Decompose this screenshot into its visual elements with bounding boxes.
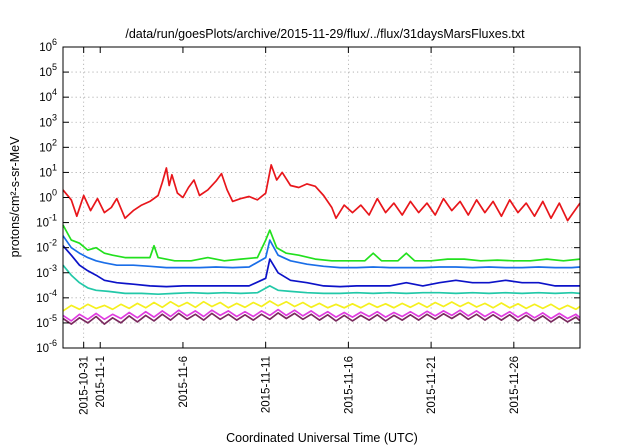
y-tick-label-exponent: -5 <box>49 313 57 323</box>
y-tick-label: 101 <box>39 162 57 179</box>
y-tick-label-base: 10 <box>39 42 52 54</box>
series-line <box>62 235 581 269</box>
y-tick-label: 102 <box>39 137 57 154</box>
y-tick-label-exponent: 2 <box>52 137 57 147</box>
y-tick-label-exponent: 4 <box>52 87 57 97</box>
series-line <box>62 224 581 262</box>
x-tick-label: 2015-11-26 <box>509 356 521 414</box>
y-tick-label-exponent: -6 <box>49 338 57 348</box>
y-tick-label: 10-1 <box>36 213 57 230</box>
y-tick-label-exponent: 5 <box>52 62 57 72</box>
y-tick-label-base: 10 <box>36 318 49 330</box>
series-line <box>62 308 581 322</box>
series-line <box>62 264 581 296</box>
x-tick-label: 2015-11-16 <box>343 356 355 414</box>
y-tick-label: 10-2 <box>36 238 57 255</box>
y-tick-label-exponent: 1 <box>52 162 57 172</box>
x-tick-label: 2015-11-11 <box>261 356 273 413</box>
y-tick-label-base: 10 <box>39 67 52 79</box>
series-line <box>62 164 581 222</box>
series-lines <box>62 164 581 325</box>
series-line <box>62 245 580 288</box>
y-tick-label-base: 10 <box>39 193 52 205</box>
y-tick-label: 10-6 <box>36 338 57 355</box>
y-tick-label-base: 10 <box>36 343 49 355</box>
y-tick-label-exponent: -4 <box>49 288 57 298</box>
y-tick-label-base: 10 <box>36 218 49 230</box>
x-tick-label: 2015-11-1 <box>95 356 107 408</box>
x-axis-ticks: 2015-10-31 2015-11-1 2015-11-6 2015-11-11 20… <box>79 47 521 415</box>
y-tick-label: 100 <box>39 188 57 205</box>
y-tick-label-base: 10 <box>36 268 49 280</box>
y-axis-label: protons/cm²-s-sr-MeV <box>8 136 22 258</box>
x-axis-label: Coordinated Universal Time (UTC) <box>226 431 418 445</box>
y-tick-label: 104 <box>39 87 57 104</box>
y-axis-ticks: 10-610-510-410-310-210-11001011021031041… <box>36 37 580 355</box>
y-tick-label-exponent: 0 <box>52 188 57 198</box>
y-tick-label: 10-5 <box>36 313 57 330</box>
y-tick-label-exponent: -2 <box>49 238 57 248</box>
x-tick-label: 2015-10-31 <box>79 356 91 415</box>
y-tick-label: 103 <box>39 112 57 129</box>
y-axis-label-text: protons/cm²-s-sr-MeV <box>8 136 22 258</box>
y-tick-label-base: 10 <box>36 243 49 255</box>
series-line <box>62 300 581 312</box>
y-tick-label: 106 <box>39 37 57 54</box>
y-tick-label-exponent: 6 <box>52 37 57 47</box>
chart-title: /data/run/goesPlots/archive/2015-11-29/f… <box>125 27 525 41</box>
y-tick-label-base: 10 <box>39 117 52 129</box>
y-tick-label-base: 10 <box>39 92 52 104</box>
y-tick-label: 10-3 <box>36 263 57 280</box>
y-tick-label-exponent: 3 <box>52 112 57 122</box>
y-tick-label-base: 10 <box>39 167 52 179</box>
y-tick-label-exponent: -1 <box>49 213 57 223</box>
y-tick-label-exponent: -3 <box>49 263 57 273</box>
y-tick-label-base: 10 <box>36 293 49 305</box>
y-tick-label: 10-4 <box>36 288 57 305</box>
series-line <box>62 312 581 325</box>
x-tick-label: 2015-11-6 <box>178 356 190 408</box>
y-tick-label: 105 <box>39 62 57 79</box>
y-tick-label-base: 10 <box>39 142 52 154</box>
x-tick-label: 2015-11-21 <box>426 356 438 414</box>
